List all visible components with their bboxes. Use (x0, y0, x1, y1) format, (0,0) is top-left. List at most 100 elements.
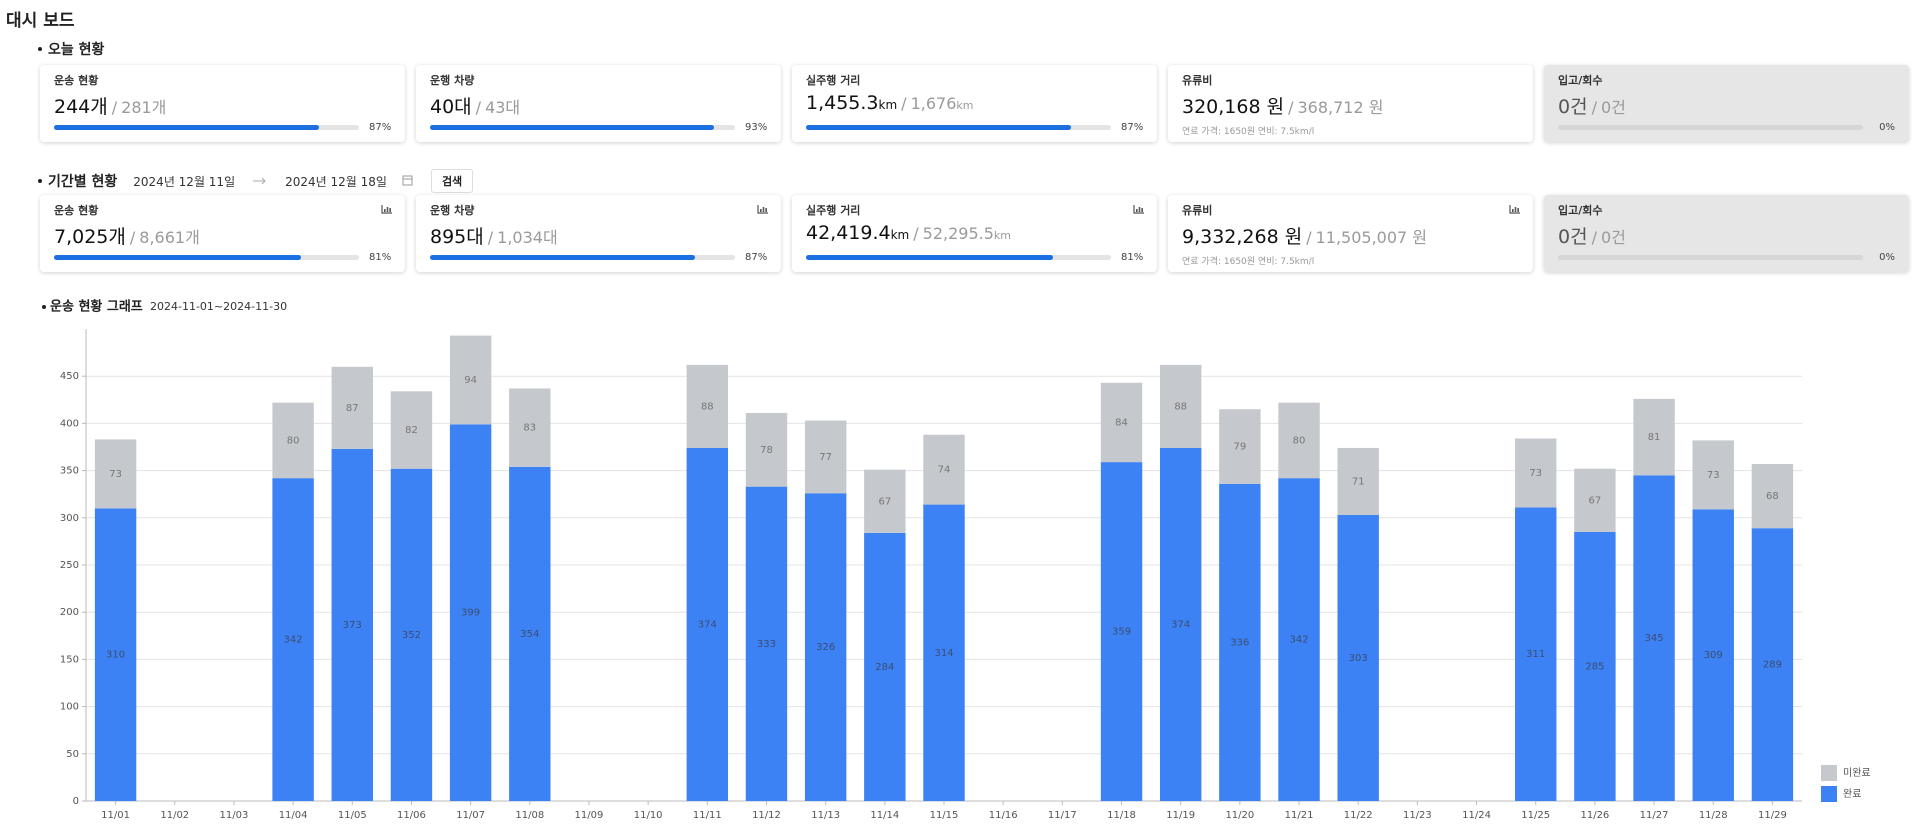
progress: 87% (806, 122, 1143, 133)
bar-segment (686, 364, 729, 448)
bar-value-label: 83 (523, 423, 536, 434)
bar-value-label: 373 (343, 620, 362, 631)
progress-percent: 0% (1879, 252, 1895, 263)
bar-value-label: 309 (1704, 650, 1723, 661)
calendar-icon[interactable] (387, 175, 417, 187)
bar-segment (1692, 509, 1734, 801)
separator: / (129, 228, 136, 247)
bar-segment (864, 469, 906, 533)
bar-value-label: 88 (701, 401, 714, 412)
card-note: 연료 가격: 1650원 연비: 7.5km/l (1182, 127, 1315, 137)
card-value: 7,025개/8,661개 (54, 222, 391, 248)
bar-segment (1633, 475, 1675, 801)
separator: / (487, 228, 494, 247)
legend-swatch (1821, 786, 1837, 802)
card-value: 0건/0건 (1558, 92, 1895, 118)
bar-segment (509, 466, 551, 801)
chart-icon[interactable] (757, 204, 769, 214)
separator: / (901, 94, 907, 113)
progress-percent: 81% (369, 252, 392, 263)
bar-value-label: 88 (1174, 401, 1187, 412)
chart-icon[interactable] (1509, 204, 1521, 214)
bar-segment (1574, 531, 1616, 801)
icon-bar (765, 208, 767, 212)
x-tick-label: 11/11 (693, 810, 722, 821)
progress: 81% (806, 252, 1143, 263)
bar-segment (923, 434, 965, 505)
date-end[interactable]: 2024년 12월 18일 (285, 174, 387, 189)
x-tick-label: 11/07 (456, 810, 485, 821)
stat-card: 입고/회수 0건/0건 0% (1544, 65, 1909, 142)
y-tick-label: 400 (60, 418, 79, 429)
bar-value-label: 374 (1171, 619, 1190, 630)
total-group: /1,034대 (484, 228, 558, 247)
bar-value-label: 354 (520, 629, 539, 640)
progress: 87% (430, 252, 767, 263)
y-tick-label: 450 (60, 371, 79, 382)
y-tick-label: 300 (60, 513, 79, 524)
bar-value-label: 284 (875, 662, 894, 673)
bar-value-label: 310 (106, 650, 125, 661)
bar-segment (509, 388, 551, 467)
bar-segment (923, 504, 965, 801)
bar-value-label: 82 (405, 425, 418, 436)
bar-value-label: 78 (760, 445, 773, 456)
icon-axis (1133, 205, 1144, 214)
x-tick-label: 11/21 (1285, 810, 1314, 821)
card-value: 40대/43대 (430, 92, 767, 118)
bar-value-label: 314 (934, 648, 953, 659)
bar-segment (449, 335, 492, 425)
bar-segment (1751, 528, 1794, 801)
stat-card: 유류비 320,168 원/368,712 원 연료 가격: 1650원 연비: 7… (1168, 65, 1533, 142)
x-tick-label: 11/23 (1403, 810, 1432, 821)
bar-segment (331, 448, 373, 801)
icon-axis (1509, 205, 1520, 214)
bar-value-label: 94 (464, 375, 477, 386)
bar-segment (1633, 398, 1675, 476)
card-value: 320,168 원/368,712 원 (1182, 92, 1519, 118)
bar-value-label: 374 (698, 619, 717, 630)
progress-fill (54, 125, 320, 130)
arrow-icon (253, 177, 266, 185)
section-heading: 기간별 현황 2024년 12월 11일 2024년 12월 18일 검색 (38, 169, 474, 193)
y-tick-label: 250 (60, 560, 79, 571)
bar-value-label: 79 (1233, 442, 1246, 453)
x-tick-label: 11/12 (752, 810, 781, 821)
search-button[interactable]: 검색 (430, 169, 474, 193)
progress-percent: 87% (745, 252, 768, 263)
bar-segment (1515, 507, 1557, 801)
bar-segment (272, 478, 314, 801)
icon-bar (1141, 208, 1143, 212)
bar-value-label: 336 (1230, 637, 1249, 648)
icon-bar (1517, 208, 1519, 212)
x-tick-label: 11/02 (160, 810, 189, 821)
date-start[interactable]: 2024년 12월 11일 (133, 174, 236, 189)
separator: / (1306, 228, 1312, 247)
value-unit: km (890, 228, 910, 242)
chart-icon[interactable] (381, 204, 393, 214)
progress-percent: 0% (1879, 122, 1895, 133)
total: 281개 (121, 98, 167, 117)
bar-segment (1337, 514, 1379, 801)
total-group: /1,676km (897, 94, 973, 113)
chart-icon[interactable] (1133, 204, 1145, 214)
bar-value-label: 73 (109, 469, 122, 480)
total-group: /0건 (1588, 98, 1626, 117)
y-tick-label: 50 (66, 749, 79, 760)
bullet (38, 179, 42, 183)
section-heading: 오늘 현황 (38, 39, 104, 59)
bar-segment (1692, 440, 1734, 510)
total-group: /52,295.5km (909, 224, 1011, 243)
progress-percent: 87% (369, 122, 392, 133)
total-group: /43대 (472, 98, 520, 117)
bar-value-label: 77 (819, 452, 832, 463)
bar-value-label: 303 (1349, 653, 1368, 664)
bar-value-label: 359 (1112, 627, 1131, 638)
card-label: 입고/회수 (1558, 204, 1603, 217)
bar-value-label: 345 (1645, 633, 1664, 644)
total: 0건 (1600, 228, 1626, 247)
bar-segment (1751, 463, 1794, 529)
icon-bar (1138, 207, 1141, 212)
bullet (42, 305, 46, 309)
total-group: /0건 (1588, 228, 1626, 247)
